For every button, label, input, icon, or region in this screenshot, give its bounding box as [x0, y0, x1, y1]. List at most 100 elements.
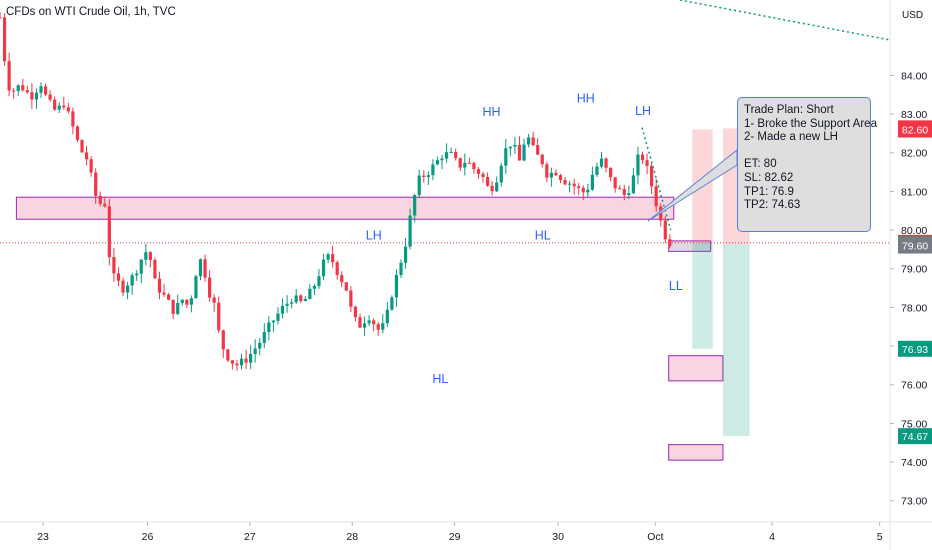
- candle-body[interactable]: [167, 294, 171, 300]
- candle-body[interactable]: [144, 252, 148, 260]
- candle-body[interactable]: [258, 342, 262, 349]
- candle-body[interactable]: [308, 288, 312, 300]
- candle-body[interactable]: [526, 137, 531, 145]
- support-area[interactable]: [15, 196, 675, 220]
- candle-body[interactable]: [372, 320, 376, 325]
- candle-body[interactable]: [458, 158, 462, 168]
- candle-body[interactable]: [71, 111, 75, 127]
- candle-body[interactable]: [157, 278, 162, 293]
- candle-body[interactable]: [490, 185, 494, 192]
- candle-body[interactable]: [103, 203, 107, 207]
- candle-body[interactable]: [244, 358, 248, 363]
- candle-body[interactable]: [84, 152, 89, 160]
- candle-body[interactable]: [112, 257, 116, 274]
- candle-body[interactable]: [586, 189, 590, 193]
- candle-body[interactable]: [640, 154, 645, 161]
- candle-body[interactable]: [153, 259, 157, 279]
- candle-body[interactable]: [39, 86, 43, 93]
- candle-body[interactable]: [467, 162, 471, 164]
- candle-body[interactable]: [280, 305, 285, 314]
- candle-body[interactable]: [362, 323, 367, 328]
- candle-body[interactable]: [53, 99, 57, 110]
- candle-body[interactable]: [349, 290, 353, 307]
- candle-body[interactable]: [317, 276, 321, 286]
- candle-body[interactable]: [148, 252, 152, 260]
- candle-body[interactable]: [444, 152, 449, 159]
- candle-body[interactable]: [631, 175, 635, 194]
- candle-body[interactable]: [495, 182, 499, 192]
- candle-body[interactable]: [485, 177, 490, 186]
- candle-body[interactable]: [16, 85, 20, 92]
- candle-body[interactable]: [48, 94, 52, 100]
- candle-body[interactable]: [599, 158, 604, 167]
- candle-body[interactable]: [376, 324, 380, 330]
- candle-body[interactable]: [426, 175, 430, 177]
- candle-body[interactable]: [239, 358, 244, 366]
- candle-body[interactable]: [403, 246, 408, 263]
- candle-body[interactable]: [34, 92, 39, 100]
- candle-body[interactable]: [290, 302, 294, 304]
- long-trendline[interactable]: [679, 0, 891, 41]
- candle-body[interactable]: [171, 299, 175, 314]
- candle-body[interactable]: [139, 259, 143, 274]
- candle-body[interactable]: [180, 299, 184, 303]
- candle-body[interactable]: [230, 360, 234, 364]
- candle-body[interactable]: [340, 275, 344, 283]
- ll-zone[interactable]: [668, 240, 712, 252]
- candle-body[interactable]: [504, 148, 508, 166]
- candle-body[interactable]: [417, 175, 421, 196]
- candle-body[interactable]: [431, 164, 435, 176]
- candle-body[interactable]: [595, 166, 599, 175]
- candle-body[interactable]: [212, 297, 216, 303]
- candle-body[interactable]: [358, 317, 362, 328]
- candle-body[interactable]: [517, 145, 522, 161]
- candle-body[interactable]: [422, 175, 426, 177]
- candle-body[interactable]: [262, 332, 266, 343]
- candle-body[interactable]: [545, 164, 549, 178]
- candle-body[interactable]: [98, 195, 102, 204]
- trade-plan-note[interactable]: Trade Plan: Short 1- Broke the Support Ar…: [737, 97, 877, 232]
- candle-body[interactable]: [668, 239, 672, 246]
- candle-body[interactable]: [185, 299, 189, 305]
- candle-body[interactable]: [249, 354, 253, 363]
- candle-body[interactable]: [62, 105, 66, 108]
- candle-body[interactable]: [636, 154, 640, 176]
- candle-body[interactable]: [622, 189, 626, 196]
- candle-body[interactable]: [130, 275, 134, 286]
- candle-body[interactable]: [663, 220, 667, 240]
- candle-body[interactable]: [121, 280, 125, 293]
- candle-body[interactable]: [568, 183, 572, 185]
- candle-body[interactable]: [394, 274, 399, 298]
- candle-body[interactable]: [331, 254, 335, 263]
- candle-body[interactable]: [513, 145, 517, 147]
- candle-body[interactable]: [440, 158, 444, 161]
- candle-body[interactable]: [176, 302, 180, 314]
- candle-body[interactable]: [198, 259, 203, 277]
- candle-body[interactable]: [609, 167, 613, 178]
- candle-body[interactable]: [581, 187, 585, 193]
- candle-body[interactable]: [499, 165, 503, 183]
- candle-body[interactable]: [531, 137, 535, 146]
- candle-body[interactable]: [654, 186, 658, 207]
- candle-body[interactable]: [253, 348, 257, 355]
- candle-body[interactable]: [75, 126, 80, 141]
- candle-body[interactable]: [435, 160, 440, 165]
- candle-body[interactable]: [385, 309, 389, 324]
- candle-body[interactable]: [303, 299, 307, 302]
- candle-body[interactable]: [590, 174, 594, 190]
- candle-body[interactable]: [344, 282, 348, 291]
- candle-body[interactable]: [449, 151, 453, 153]
- candle-body[interactable]: [276, 313, 280, 321]
- candle-body[interactable]: [536, 145, 540, 155]
- candle-body[interactable]: [312, 285, 317, 289]
- candle-body[interactable]: [21, 85, 25, 91]
- candle-body[interactable]: [522, 144, 526, 161]
- candle-body[interactable]: [554, 172, 558, 176]
- candle-body[interactable]: [540, 154, 544, 165]
- tp2-zone[interactable]: [668, 444, 724, 461]
- candle-body[interactable]: [563, 180, 567, 185]
- candle-body[interactable]: [454, 151, 458, 159]
- candle-body[interactable]: [481, 173, 485, 178]
- position-2-target[interactable]: [722, 244, 750, 437]
- candle-body[interactable]: [472, 163, 476, 170]
